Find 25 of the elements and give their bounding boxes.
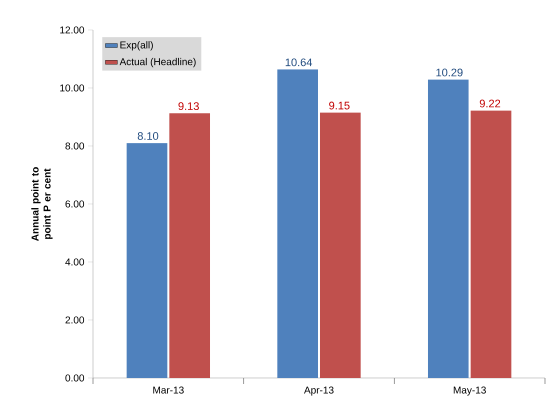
y-tick-label: 6.00 [66,200,84,208]
y-tick-label: 12.00 [60,26,84,34]
data-label: 9.15 [329,102,350,110]
x-tick-label: May-13 [454,386,486,396]
bar [277,69,318,378]
bar [169,113,210,378]
bar [428,80,469,378]
bar [126,143,168,378]
data-label: 10.64 [286,58,312,66]
data-label: 9.13 [178,102,199,110]
bar [320,112,361,378]
y-axis-title: Annual point to point P er cent [31,167,53,241]
data-label: 9.22 [480,100,500,108]
bar [470,110,512,378]
y-tick-label: 0.00 [65,374,84,382]
x-tick-label: Mar-13 [153,386,184,394]
data-label: 10.29 [436,68,463,76]
x-tick-label: Apr-13 [304,386,334,396]
legend-label: Actual (Headline) [120,58,196,68]
y-tick-label: 4.00 [65,258,84,266]
y-tick-label: 8.00 [65,142,84,150]
legend-label: Exp(all) [120,41,153,50]
data-label: 8.10 [138,132,158,140]
y-tick-label: 10.00 [60,84,84,92]
y-tick-label: 2.00 [66,316,84,324]
